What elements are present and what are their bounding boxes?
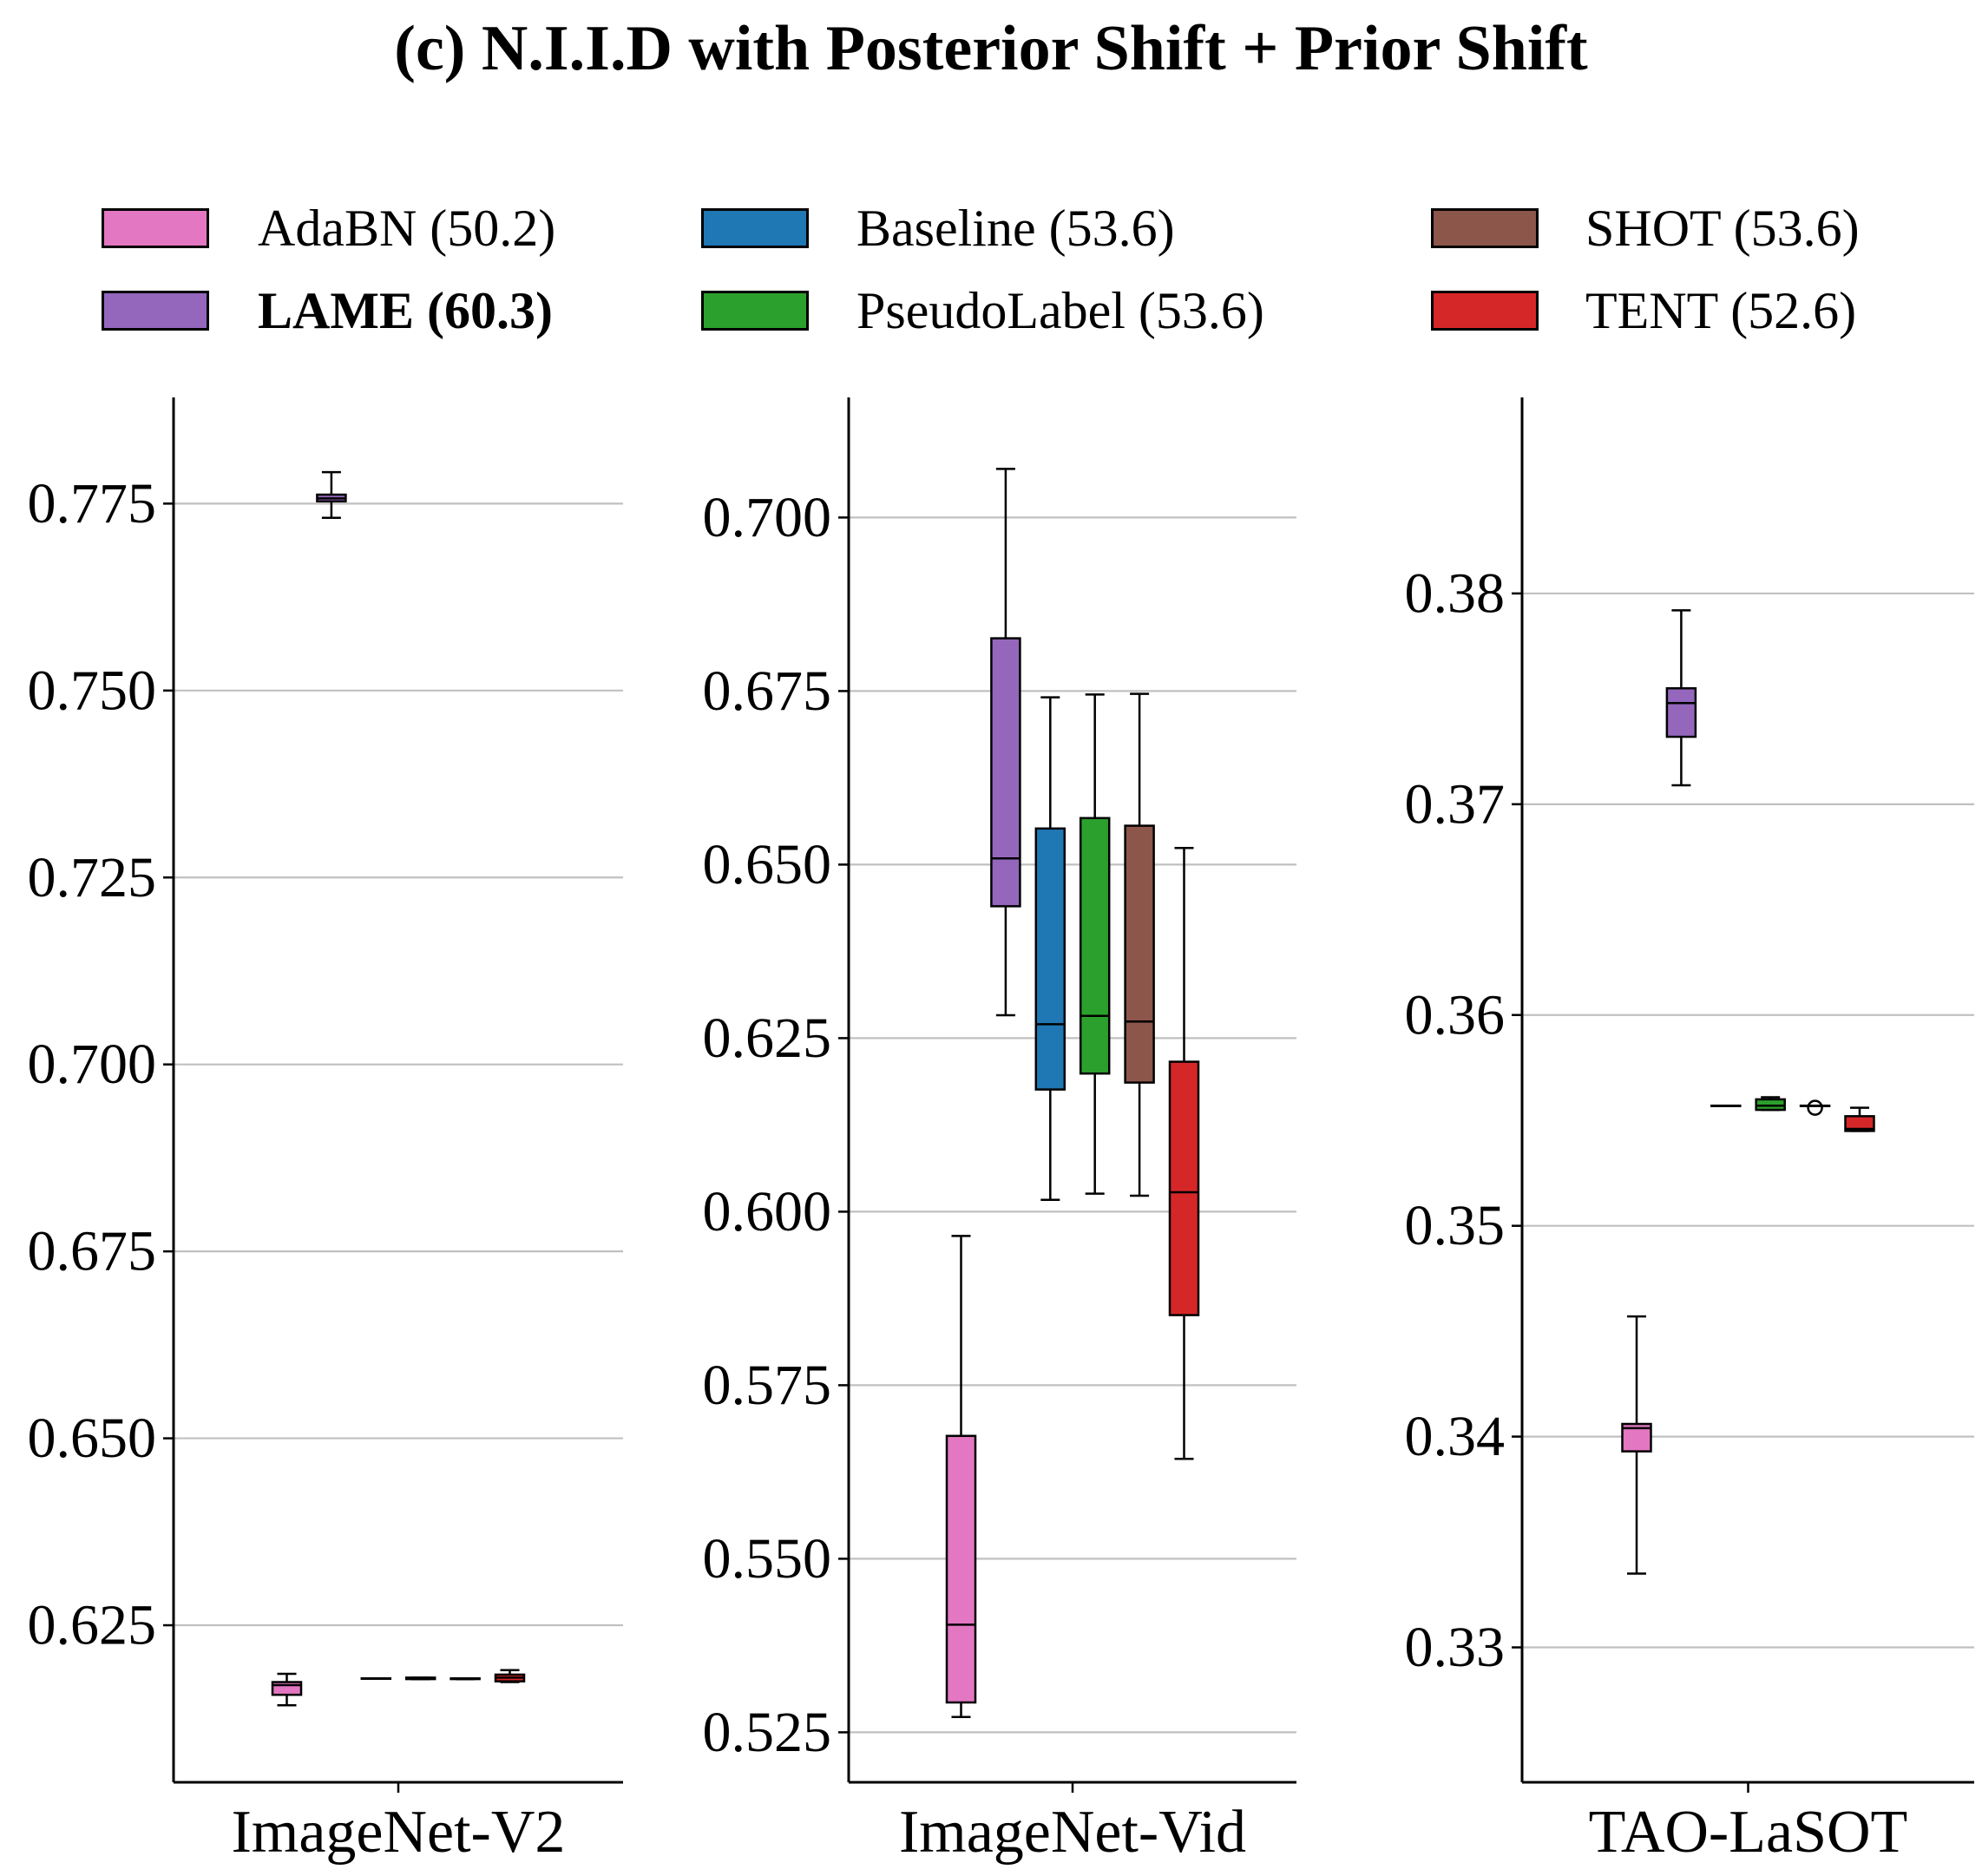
panel-2-ytick-label: 0.675	[703, 659, 832, 723]
chart-title: (c) N.I.I.D with Posterior Shift + Prior…	[394, 13, 1588, 84]
panel-2-ytick-label: 0.575	[703, 1354, 832, 1417]
panel-1-ytick-label: 0.750	[28, 659, 157, 722]
panel-2-box-lame	[990, 637, 1021, 908]
legend-item-pseudolabel: PseudoLabel (53.6)	[701, 285, 1264, 337]
legend-swatch-lame	[102, 291, 209, 331]
legend-item-baseline: Baseline (53.6)	[701, 202, 1175, 254]
legend-label-baseline: Baseline (53.6)	[856, 200, 1175, 257]
legend-item-shot: SHOT (53.6)	[1431, 202, 1860, 254]
panel-3-box-tent	[1844, 1115, 1875, 1132]
panel-2-box-tent	[1168, 1060, 1200, 1316]
panel-2-xlabel: ImageNet-Vid	[899, 1799, 1246, 1866]
panel-3-ytick-label: 0.36	[1405, 983, 1506, 1046]
panel-1-xlabel: ImageNet-V2	[232, 1799, 566, 1866]
panel-2-box-shot	[1124, 824, 1155, 1084]
panel-2-ytick-label: 0.525	[703, 1701, 832, 1764]
panel-1-ytick-label: 0.700	[28, 1033, 157, 1096]
panel-3-ytick-label: 0.35	[1405, 1194, 1506, 1257]
panel-3-box-lame	[1665, 686, 1697, 738]
panel-2-ytick-label: 0.625	[703, 1007, 832, 1070]
legend-item-lame: LAME (60.3)	[102, 285, 553, 337]
legend-swatch-baseline	[701, 208, 809, 248]
panel-2-ytick-label: 0.600	[703, 1180, 832, 1243]
panel-1-ytick-label: 0.775	[28, 472, 157, 535]
panel-2-ytick-label: 0.700	[703, 486, 832, 549]
panel-3-box-shot-outlier	[1807, 1099, 1823, 1116]
legend-item-adabn: AdaBN (50.2)	[102, 202, 555, 254]
panel-3-ytick-label: 0.37	[1405, 772, 1506, 836]
legend-swatch-adabn	[102, 208, 209, 248]
panel-1-ytick-label: 0.725	[28, 846, 157, 909]
legend-label-tent: TENT (52.6)	[1585, 282, 1857, 339]
legend-swatch-shot	[1431, 208, 1539, 248]
panel-1-ytick-label: 0.675	[28, 1220, 157, 1283]
panel-2-box-baseline	[1034, 827, 1066, 1091]
panel-3-ytick-label: 0.33	[1405, 1616, 1506, 1679]
legend-item-tent: TENT (52.6)	[1431, 285, 1856, 337]
panel-3-ytick-label: 0.34	[1405, 1405, 1506, 1468]
panel-2-ytick-label: 0.650	[703, 833, 832, 896]
legend-label-lame: LAME (60.3)	[258, 282, 553, 339]
legend-label-pseudolabel: PseudoLabel (53.6)	[856, 282, 1264, 339]
legend-label-shot: SHOT (53.6)	[1585, 200, 1860, 257]
panel-2-box-pseudolabel	[1079, 817, 1111, 1075]
legend-swatch-tent	[1431, 291, 1539, 331]
panel-3-xlabel: TAO-LaSOT	[1589, 1799, 1908, 1866]
legend-swatch-pseudolabel	[701, 291, 809, 331]
panel-3-ytick-label: 0.38	[1405, 561, 1506, 625]
panel-2-ytick-label: 0.550	[703, 1527, 832, 1591]
panel-2-box-adabn	[945, 1434, 977, 1704]
panel-1-ytick-label: 0.650	[28, 1407, 157, 1470]
legend-label-adabn: AdaBN (50.2)	[258, 200, 556, 257]
panel-1-ytick-label: 0.625	[28, 1594, 157, 1657]
